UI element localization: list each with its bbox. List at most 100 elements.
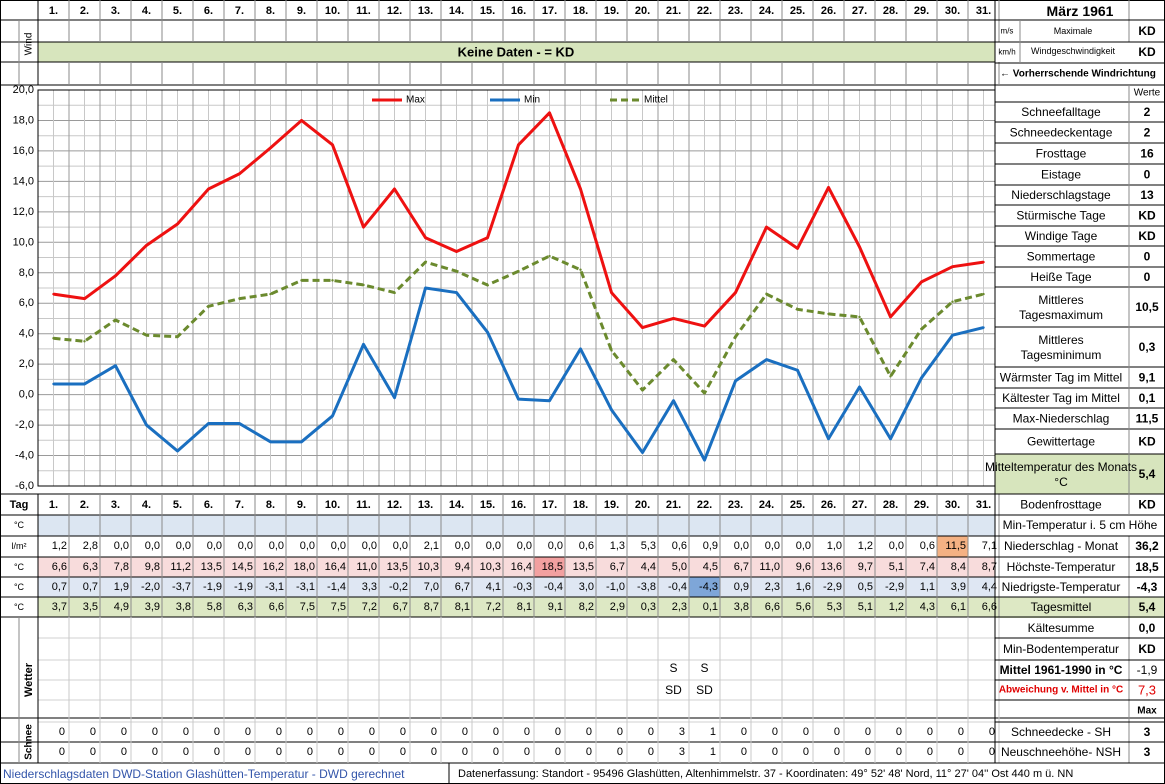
point-mittel (300, 279, 303, 282)
stat-label-16: Bodenfrosttage (1020, 498, 1102, 512)
point-max (52, 292, 55, 296)
table-day-label: 8. (266, 499, 275, 511)
stat-value-10: 0,3 (1139, 340, 1156, 354)
max-value: 18,5 (542, 561, 563, 573)
neuschnee-value: 0 (896, 746, 902, 758)
schneedecke-value: 0 (431, 726, 437, 738)
neuschnee-value: 0 (834, 746, 840, 758)
mittel-value: 5,8 (207, 601, 222, 613)
point-mittel (176, 335, 179, 338)
max-value: 16,4 (511, 561, 532, 573)
schneedecke-value: 0 (741, 726, 747, 738)
table-day-label: 9. (297, 499, 306, 511)
stat-label-13: Max-Niederschlag (1013, 412, 1110, 426)
point-max (83, 297, 86, 300)
point-min (827, 437, 830, 440)
mittel-value: 5,3 (827, 601, 842, 613)
stat-value-14: KD (1138, 435, 1156, 449)
schneedecke-value: 1 (710, 726, 716, 738)
stat-label-12: Kältester Tag im Mittel (1002, 391, 1120, 405)
min-value: -1,9 (203, 581, 222, 593)
neuschnee-value: 1 (710, 746, 716, 758)
schneedecke-value: 3 (679, 726, 685, 738)
point-max (827, 186, 830, 189)
niederschlag-value: 0,0 (300, 540, 315, 552)
table-day-label: 5. (173, 499, 182, 511)
point-min (672, 399, 675, 402)
stat-label-8: Heiße Tage (1030, 270, 1091, 284)
max-value: 13,6 (821, 561, 842, 573)
neuschnee-value: 0 (741, 746, 747, 758)
niederschlag-value: 0,0 (362, 540, 377, 552)
schneedecke-value: 0 (927, 726, 933, 738)
max-value: 4,4 (641, 561, 656, 573)
mittel-value: 3,7 (52, 601, 67, 613)
min5cm-label: Min-Temperatur i. 5 cm Höhe (1003, 518, 1158, 532)
schneedecke-value: 0 (493, 726, 499, 738)
point-min (982, 326, 985, 329)
point-min (765, 358, 768, 361)
table-day-label: 27. (852, 499, 867, 511)
point-max (486, 236, 489, 239)
mittel-value: 8,2 (579, 601, 594, 613)
min-value: -4,3 (699, 581, 718, 593)
min-value: 6,7 (455, 581, 470, 593)
niederschlag-value: 0,9 (703, 540, 718, 552)
day-header-label: 10. (325, 5, 340, 17)
day-header-label: 19. (604, 5, 619, 17)
point-max (982, 260, 985, 264)
y-tick-label: 8,0 (19, 267, 34, 279)
min-value: 0,7 (83, 581, 98, 593)
min-value: 3,9 (951, 581, 966, 593)
schneedecke-value: 0 (989, 726, 995, 738)
neuschnee-value: 0 (462, 746, 468, 758)
point-max (424, 236, 427, 239)
tag-label: Tag (10, 499, 29, 511)
stat-label-10: Mittleres Tagesminimum (1021, 333, 1102, 362)
mittel-value: 8,7 (424, 601, 439, 613)
mittel-value: 6,6 (982, 601, 997, 613)
point-max (269, 146, 272, 150)
y-tick-label: -4,0 (15, 450, 34, 462)
point-max (362, 225, 365, 229)
neuschnee-value: 0 (586, 746, 592, 758)
max-value: 11,2 (170, 561, 191, 573)
point-mittel (145, 334, 148, 337)
max-value: 8,4 (951, 561, 966, 573)
summary-value-3: 5,4 (1139, 600, 1156, 614)
row-unit-label: °C (14, 582, 25, 592)
table-day-label: 26. (821, 499, 836, 511)
max-value: 18,0 (294, 561, 315, 573)
table-day-label: 16. (511, 499, 526, 511)
schneedecke-value: 0 (617, 726, 623, 738)
stat-label-1: Schneedeckentage (1010, 126, 1113, 140)
point-mittel (114, 318, 117, 322)
point-min (610, 408, 613, 412)
wind-banner-text: Keine Daten - = KD (458, 45, 575, 60)
summary-label-0: Niederschlag - Monat (1004, 539, 1119, 553)
table-day-label: 13. (418, 499, 433, 511)
stat-label-9: Mittleres Tagesmaximum (1019, 293, 1103, 322)
schneedecke-value: 0 (90, 726, 96, 738)
max-value: 10,3 (418, 561, 439, 573)
y-tick-label: 2,0 (19, 358, 34, 370)
min-value: 3,0 (579, 581, 594, 593)
y-tick-label: -6,0 (15, 480, 34, 492)
neuschnee-value: 3 (679, 746, 685, 758)
point-min (951, 334, 954, 337)
stat-value-16: KD (1138, 498, 1156, 512)
point-max (703, 324, 706, 328)
max-value: 9,4 (455, 561, 470, 573)
point-mittel (765, 292, 768, 296)
max-value: 13,5 (387, 561, 408, 573)
schneedecke-value: 0 (400, 726, 406, 738)
schneedecke-value: 0 (555, 726, 561, 738)
stat-label-7: Sommertage (1027, 250, 1096, 264)
min-value: -3,1 (296, 581, 315, 593)
schneedecke-value: 0 (586, 726, 592, 738)
niederschlag-value: 1,0 (827, 540, 842, 552)
summary-value-0: 36,2 (1135, 539, 1159, 553)
point-mittel (579, 268, 582, 271)
mittel-value: 7,5 (331, 601, 346, 613)
stat-label-5: Stürmische Tage (1016, 209, 1105, 223)
